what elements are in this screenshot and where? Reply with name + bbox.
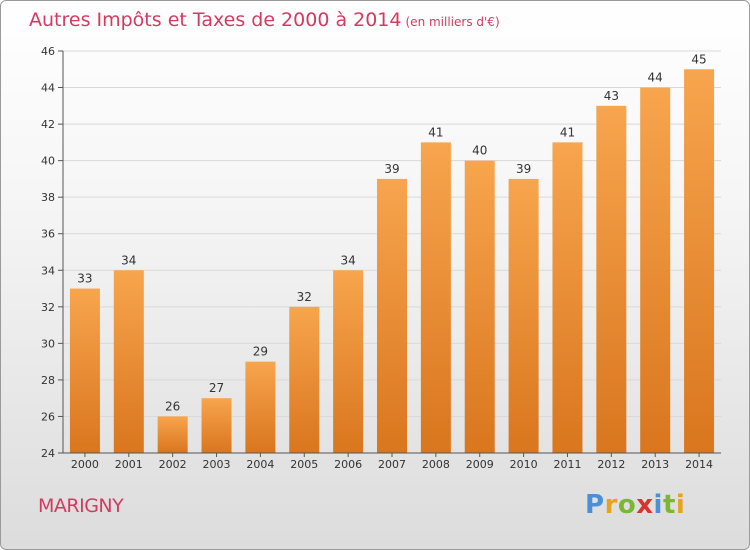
y-tick-label: 42 xyxy=(41,118,55,131)
bar-value-label: 27 xyxy=(209,381,224,395)
bar-value-label: 39 xyxy=(516,162,531,176)
bar-value-label: 29 xyxy=(253,345,268,359)
y-tick-label: 44 xyxy=(41,82,55,95)
bar xyxy=(684,69,715,453)
y-tick-label: 36 xyxy=(41,228,55,241)
bar-value-label: 39 xyxy=(384,162,399,176)
bar-value-label: 26 xyxy=(165,399,180,413)
chart-title-main: Autres Impôts et Taxes de 2000 à 2014 xyxy=(29,9,402,31)
bar xyxy=(420,142,451,453)
bar-value-label: 44 xyxy=(648,71,663,85)
x-tick-label: 2009 xyxy=(466,458,494,471)
bar xyxy=(157,416,188,453)
x-tick-label: 2007 xyxy=(378,458,406,471)
x-tick-label: 2014 xyxy=(685,458,713,471)
bar xyxy=(289,306,320,453)
logo-letter: i xyxy=(675,490,686,520)
x-tick-label: 2001 xyxy=(115,458,143,471)
bar xyxy=(508,178,539,453)
y-tick-label: 38 xyxy=(41,191,55,204)
x-tick-label: 2002 xyxy=(159,458,187,471)
x-tick-label: 2005 xyxy=(290,458,318,471)
bar xyxy=(552,142,583,453)
bar xyxy=(333,270,364,453)
proxiti-logo[interactable]: Proxiti xyxy=(585,490,685,520)
chart-title: Autres Impôts et Taxes de 2000 à 2014 (en… xyxy=(29,9,500,31)
bar-value-label: 45 xyxy=(691,52,706,66)
chart-title-unit: (en milliers d'€) xyxy=(405,15,500,29)
bar xyxy=(113,270,144,453)
x-tick-label: 2003 xyxy=(203,458,231,471)
y-tick-label: 30 xyxy=(41,337,55,350)
bar-value-label: 43 xyxy=(604,89,619,103)
x-tick-label: 2010 xyxy=(510,458,538,471)
y-tick-label: 34 xyxy=(41,264,55,277)
labels: 24 26 28 30 32 34 36 38 40 42 44 46 33 2000 34 2001 26 20… xyxy=(41,45,713,471)
y-tick-label: 32 xyxy=(41,301,55,314)
x-tick-label: 2013 xyxy=(641,458,669,471)
y-tick-label: 46 xyxy=(41,45,55,58)
logo-letter: x xyxy=(636,490,654,520)
bar-value-label: 41 xyxy=(560,125,575,139)
bar-value-label: 33 xyxy=(77,272,92,286)
place-name: MARIGNY xyxy=(38,495,124,517)
bar xyxy=(201,398,232,453)
x-tick-label: 2008 xyxy=(422,458,450,471)
bar xyxy=(377,178,407,453)
bar-value-label: 32 xyxy=(297,290,312,304)
x-tick-label: 2011 xyxy=(553,458,581,471)
y-tick-label: 26 xyxy=(41,410,55,423)
y-tick-label: 28 xyxy=(41,374,55,387)
bar xyxy=(245,361,276,453)
y-tick-label: 24 xyxy=(41,447,55,460)
bar-value-label: 34 xyxy=(121,253,136,267)
axes xyxy=(58,50,721,457)
bar xyxy=(640,87,671,453)
bars xyxy=(69,69,715,454)
bar-value-label: 34 xyxy=(340,253,355,267)
bar-value-label: 40 xyxy=(472,144,487,158)
logo-letter: t xyxy=(662,490,676,520)
logo-letter: P xyxy=(585,490,605,520)
logo-letter: o xyxy=(617,490,637,520)
logo-letter: r xyxy=(604,490,618,520)
logo-letter: i xyxy=(653,490,663,520)
x-tick-label: 2000 xyxy=(71,458,99,471)
bar-value-label: 41 xyxy=(428,125,443,139)
y-tick-label: 40 xyxy=(41,155,55,168)
bar xyxy=(69,288,100,453)
x-tick-label: 2006 xyxy=(334,458,362,471)
x-tick-label: 2012 xyxy=(597,458,625,471)
bar xyxy=(596,105,627,454)
bar xyxy=(464,160,495,454)
x-tick-label: 2004 xyxy=(246,458,274,471)
